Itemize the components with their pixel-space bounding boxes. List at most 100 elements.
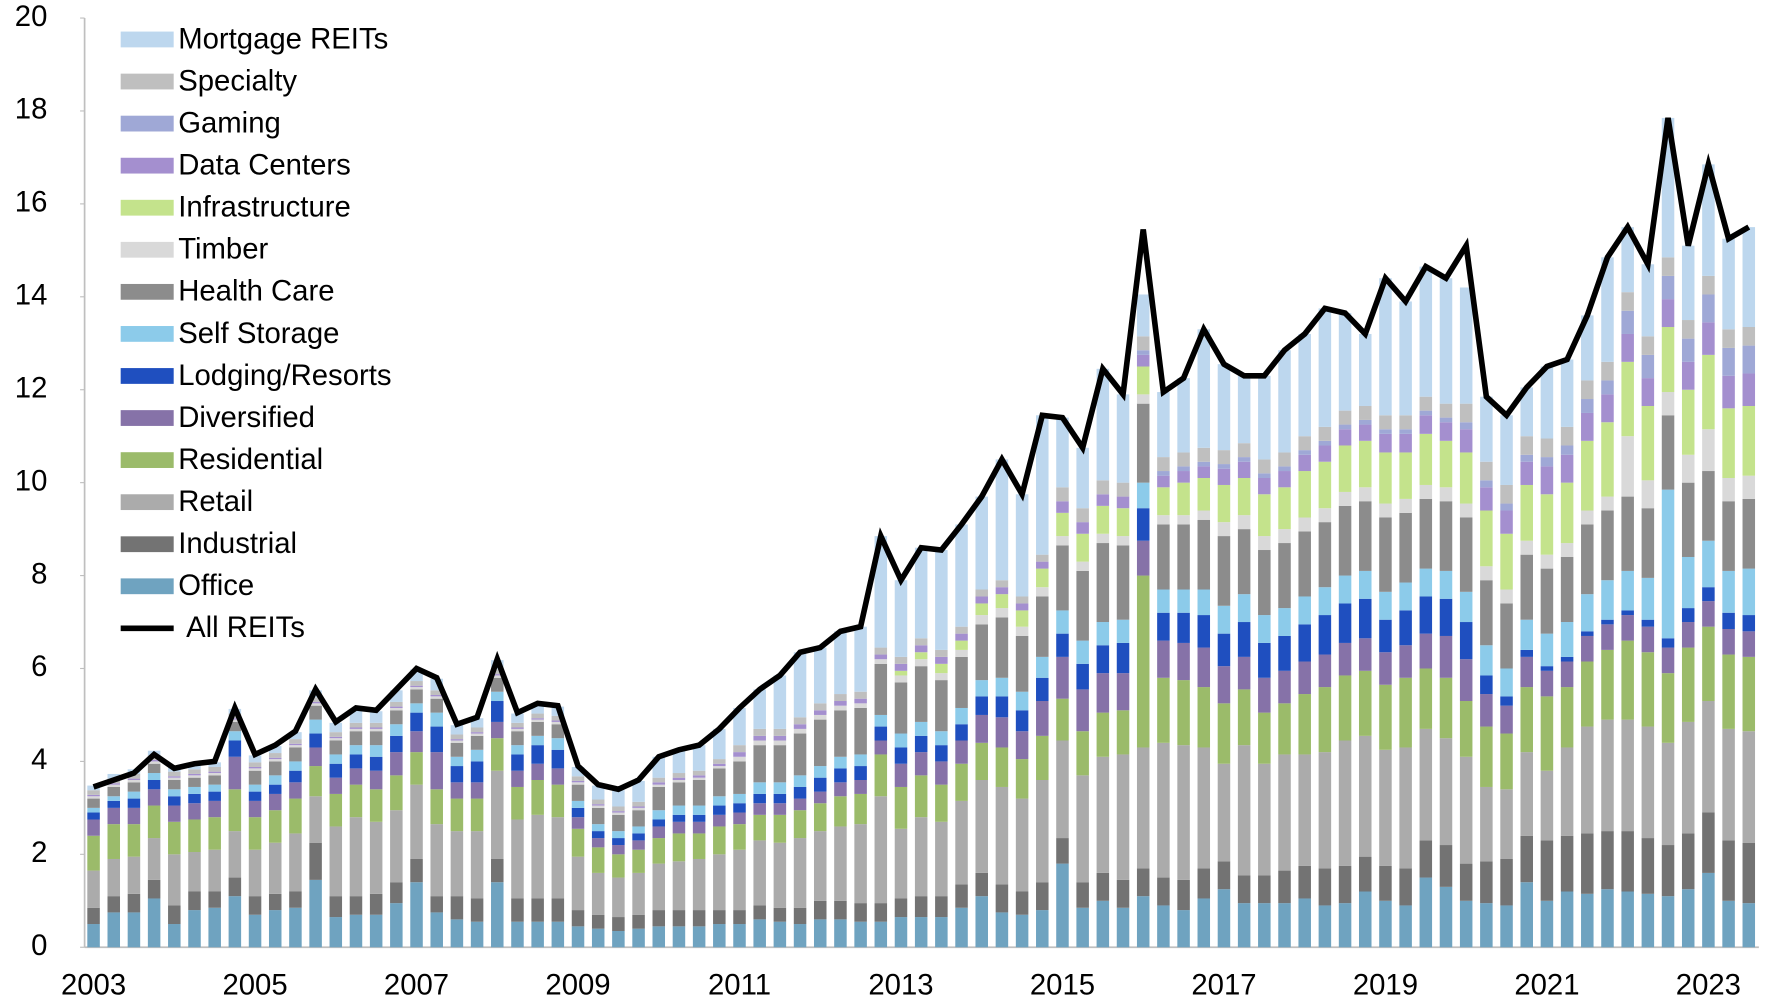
bar-segment <box>612 930 625 948</box>
bar-segment <box>1560 747 1574 836</box>
bar-segment <box>874 663 888 715</box>
bar-segment <box>773 907 787 922</box>
bar-segment <box>1702 626 1715 702</box>
legend-swatch <box>120 115 174 132</box>
bar-segment <box>813 714 827 720</box>
bar-segment <box>268 757 282 760</box>
bar-segment <box>1237 594 1251 623</box>
bar-segment <box>1036 677 1049 702</box>
bar-segment <box>713 910 726 925</box>
bar-segment <box>652 838 666 864</box>
bar-segment <box>773 728 787 736</box>
legend-label: Specialty <box>178 64 297 97</box>
legend-swatch <box>120 368 174 384</box>
bar-segment <box>1480 396 1493 462</box>
bar-segment <box>1258 494 1271 537</box>
bar-segment <box>551 721 565 725</box>
legend-swatch <box>120 31 174 48</box>
bar-segment <box>1157 457 1170 472</box>
bar-segment <box>1076 570 1089 641</box>
bar-segment <box>1278 487 1291 530</box>
bar-segment <box>1560 359 1574 427</box>
bar-segment <box>1338 903 1352 948</box>
y-tick-label: 2 <box>31 836 47 869</box>
bar-segment <box>1379 865 1392 901</box>
bar-segment <box>390 735 403 753</box>
bar-segment <box>1379 591 1392 620</box>
bar-segment <box>1177 879 1190 911</box>
bar-segment <box>1157 392 1170 458</box>
bar-segment <box>1237 875 1251 904</box>
bar-segment <box>975 589 988 597</box>
bar-segment <box>268 842 282 894</box>
bar-segment <box>268 793 282 811</box>
bar-segment <box>1742 631 1756 657</box>
bar-segment <box>369 745 383 757</box>
bar-segment <box>672 773 686 778</box>
bar-segment <box>1177 471 1190 483</box>
bar-segment <box>390 882 403 904</box>
bar-segment <box>955 740 968 764</box>
bar-segment <box>1601 831 1614 890</box>
bar-segment <box>248 791 262 801</box>
bar-segment <box>450 896 464 920</box>
bar-segment <box>1601 422 1614 497</box>
bar-segment <box>1681 608 1695 623</box>
bar-segment <box>1096 480 1110 495</box>
bar-segment <box>1560 482 1574 544</box>
bar-segment <box>390 724 403 736</box>
bar-segment <box>1459 591 1473 623</box>
bar-segment <box>168 796 181 806</box>
bar-segment <box>1197 615 1211 648</box>
bar-segment <box>1399 452 1412 499</box>
bar-segment <box>935 821 948 897</box>
bar-segment <box>491 691 504 702</box>
y-tick-label: 0 <box>31 929 47 962</box>
bar-segment <box>1177 612 1190 643</box>
bar-segment <box>1318 868 1332 906</box>
bar-segment <box>1621 615 1634 641</box>
bar-segment <box>127 791 141 799</box>
bar-segment <box>995 459 1009 581</box>
bar-segment <box>1278 471 1291 488</box>
bar-segment <box>955 707 968 725</box>
bar-segment <box>1197 510 1211 520</box>
bar-segment <box>1702 164 1715 276</box>
bar-segment <box>1500 510 1513 534</box>
bar-segment <box>854 691 867 699</box>
legend-label: Office <box>178 569 254 602</box>
bar-segment <box>612 814 625 832</box>
bar-segment <box>1641 480 1655 509</box>
bar-segment <box>1015 891 1029 915</box>
bars <box>87 117 1756 948</box>
bar-segment <box>975 779 988 873</box>
bar-segment <box>309 796 322 843</box>
bar-segment <box>491 858 504 883</box>
bar-segment <box>834 919 847 948</box>
bar-segment <box>248 849 262 897</box>
bar-segment <box>1520 387 1533 437</box>
bar-segment <box>1136 354 1150 367</box>
bar-segment <box>1661 845 1675 897</box>
bar-segment <box>551 817 565 899</box>
bar-segment <box>1722 375 1735 409</box>
bar-segment <box>571 828 585 857</box>
bar-segment <box>935 784 948 822</box>
bar-segment <box>1278 870 1291 904</box>
bar-segment <box>1681 320 1695 339</box>
bar-segment <box>1399 512 1412 583</box>
bar-segment <box>1681 454 1695 483</box>
bar-segment <box>1419 877 1433 948</box>
bar-segment <box>773 803 787 815</box>
bar-segment <box>1742 731 1756 843</box>
bar-segment <box>753 919 766 948</box>
bar-segment <box>632 928 645 948</box>
bar-segment <box>1157 475 1170 488</box>
bar-segment <box>591 799 605 805</box>
bar-segment <box>1641 508 1655 578</box>
bar-segment <box>935 673 948 681</box>
bar-segment <box>813 766 827 778</box>
bar-segment <box>309 705 322 720</box>
bar-segment <box>1258 903 1271 948</box>
